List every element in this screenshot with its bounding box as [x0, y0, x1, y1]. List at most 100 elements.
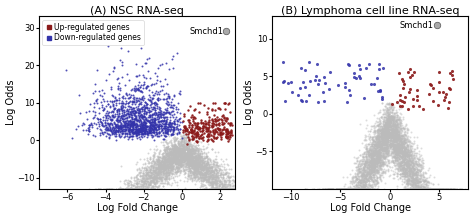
Point	[187, 162, 195, 166]
Point	[152, 171, 159, 175]
Point	[327, 187, 335, 191]
Point	[412, 154, 420, 158]
Point	[392, 132, 399, 135]
Point	[391, 127, 399, 131]
Point	[384, 148, 392, 152]
Point	[380, 125, 388, 128]
Point	[170, 122, 177, 125]
Point	[354, 187, 361, 191]
Point	[394, 120, 401, 124]
Point	[202, 147, 210, 150]
Point	[375, 142, 383, 146]
Point	[395, 146, 403, 149]
Point	[421, 187, 428, 191]
Point	[340, 187, 347, 191]
Point	[191, 170, 199, 174]
Point	[374, 146, 381, 150]
Point	[355, 178, 362, 181]
Point	[137, 89, 145, 93]
Point	[144, 119, 152, 122]
Point	[182, 141, 190, 145]
Point	[377, 135, 385, 139]
Point	[206, 166, 213, 169]
Point	[447, 187, 455, 191]
Point	[202, 173, 210, 177]
Point	[196, 166, 204, 170]
Point	[174, 101, 182, 104]
Point	[390, 138, 397, 142]
Point	[170, 164, 177, 168]
Point	[181, 171, 188, 174]
Point	[369, 187, 377, 191]
Point	[425, 181, 433, 184]
Point	[379, 141, 386, 144]
Point	[138, 187, 146, 191]
Point	[402, 151, 410, 155]
Point	[375, 155, 383, 158]
Point	[391, 121, 399, 124]
Point	[375, 151, 383, 154]
Point	[357, 171, 365, 174]
Point	[181, 154, 188, 158]
Point	[345, 187, 353, 191]
Point	[381, 147, 389, 150]
Point	[194, 161, 202, 164]
Point	[414, 184, 422, 188]
Point	[394, 137, 401, 141]
Point	[401, 167, 408, 171]
Point	[435, 187, 442, 191]
Point	[160, 155, 167, 159]
Point	[175, 166, 182, 170]
Point	[403, 171, 410, 175]
Point	[209, 164, 216, 168]
Point	[375, 137, 383, 141]
Point	[379, 163, 386, 166]
Point	[372, 149, 380, 152]
Point	[432, 187, 440, 191]
Point	[175, 158, 182, 161]
Point	[187, 145, 194, 148]
Point	[170, 144, 177, 148]
Point	[349, 187, 357, 191]
Point	[150, 180, 157, 183]
Point	[376, 142, 383, 146]
Point	[194, 157, 202, 161]
Point	[205, 173, 213, 176]
Point	[428, 187, 436, 191]
Point	[421, 187, 428, 191]
Point	[247, 187, 255, 191]
Point	[170, 139, 178, 143]
Point	[173, 147, 181, 150]
Point	[397, 122, 405, 125]
Point	[188, 158, 196, 161]
Point	[399, 167, 406, 170]
Point	[171, 152, 179, 155]
Point	[166, 166, 174, 169]
Point	[171, 162, 179, 165]
Point	[194, 163, 202, 166]
Point	[183, 154, 191, 158]
Point	[406, 154, 414, 157]
Point	[365, 160, 372, 164]
Point	[390, 135, 398, 139]
Point	[219, 183, 226, 187]
Point	[173, 169, 181, 172]
Point	[124, 113, 131, 116]
Point	[417, 185, 424, 189]
Point	[348, 187, 356, 191]
Point	[202, 171, 210, 175]
Point	[176, 147, 184, 150]
Point	[391, 164, 399, 168]
Point	[333, 187, 341, 191]
Point	[394, 138, 401, 141]
Point	[378, 159, 385, 162]
Point	[392, 150, 400, 154]
Point	[402, 163, 410, 167]
Point	[223, 187, 230, 191]
Point	[414, 160, 422, 164]
Point	[400, 165, 407, 169]
Point	[389, 152, 397, 155]
Point	[387, 125, 395, 129]
Point	[407, 157, 414, 160]
Point	[389, 139, 397, 142]
